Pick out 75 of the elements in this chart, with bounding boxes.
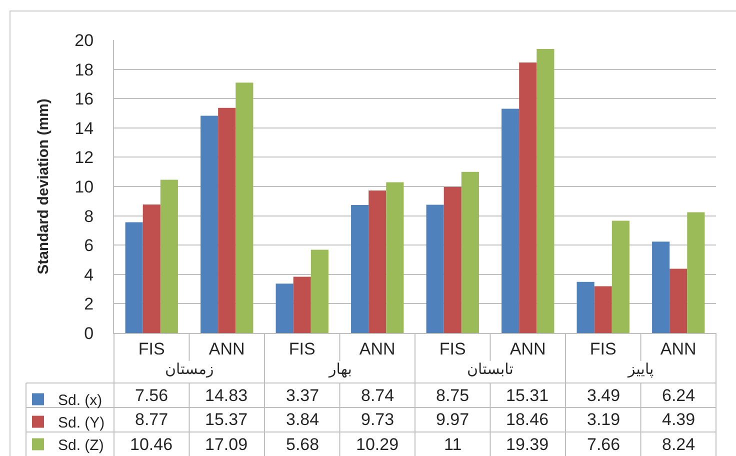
bar <box>276 284 294 333</box>
bar <box>594 286 612 333</box>
data-label: 15.37 <box>205 410 248 429</box>
y-tick-label: 10 <box>74 177 94 196</box>
bar <box>536 48 554 333</box>
bar <box>576 282 594 333</box>
legend-label: Sd. (Y) <box>58 414 105 432</box>
bar <box>218 108 236 333</box>
x-tick-label: FIS <box>288 339 316 358</box>
y-axis-title: Standard deviation (mm) <box>34 98 52 274</box>
data-label: 10.46 <box>130 435 173 454</box>
y-tick-label: 2 <box>84 294 94 314</box>
data-label: 10.29 <box>356 435 399 454</box>
data-label: 18.46 <box>506 410 549 429</box>
data-label: 8.74 <box>361 386 394 405</box>
legend-label: Sd. (Z) <box>58 437 104 454</box>
text: پاییز <box>627 361 654 378</box>
y-tick-label: 8 <box>84 206 94 226</box>
data-label: 8.24 <box>662 435 696 454</box>
data-label: 7.56 <box>135 386 168 405</box>
data-label: 6.24 <box>662 386 696 405</box>
data-label: 9.97 <box>436 410 470 429</box>
bar <box>687 212 705 333</box>
bar <box>125 222 143 333</box>
bar <box>519 62 537 333</box>
data-label: 7.66 <box>587 435 620 454</box>
bar <box>444 186 462 333</box>
data-label: 8.75 <box>436 386 470 405</box>
data-label: 3.84 <box>286 410 320 429</box>
text: زمستان <box>165 361 214 378</box>
bar <box>351 204 369 333</box>
bar <box>160 180 178 333</box>
data-label: 11 <box>444 435 462 454</box>
bar <box>310 250 328 333</box>
bar <box>652 242 670 333</box>
x-tick-label: ANN <box>359 339 396 358</box>
data-label: 3.19 <box>587 410 620 429</box>
text: بهار <box>328 361 352 378</box>
data-label: 19.39 <box>506 435 549 454</box>
bar <box>293 276 311 333</box>
data-label: 4.39 <box>662 410 696 429</box>
data-label: 5.68 <box>286 435 320 454</box>
bar <box>368 190 386 333</box>
data-label: 9.73 <box>361 410 394 429</box>
bar <box>670 268 688 333</box>
text: تابستان <box>467 361 514 378</box>
y-tick-label: 20 <box>74 30 94 50</box>
x-tick-label: ANN <box>660 339 696 358</box>
x-tick-label: ANN <box>510 339 546 358</box>
data-label: 14.83 <box>205 386 248 405</box>
bar <box>461 172 479 333</box>
data-label: 3.37 <box>286 386 320 405</box>
bar <box>200 116 218 333</box>
x-tick-label: ANN <box>208 339 245 358</box>
y-tick-label: 6 <box>84 236 94 256</box>
legend-label: Sd. (x) <box>58 392 102 410</box>
x-tick-label: FIS <box>138 339 165 358</box>
bar <box>502 108 520 333</box>
y-tick-label: 14 <box>74 118 94 138</box>
x-tick-label: FIS <box>439 339 466 358</box>
data-label: 3.49 <box>587 386 620 405</box>
y-tick-label: 18 <box>74 60 94 80</box>
data-label: 8.77 <box>135 410 168 429</box>
y-tick-label: 16 <box>74 90 94 109</box>
bar <box>426 204 444 333</box>
bar <box>142 204 160 333</box>
bar <box>236 82 254 333</box>
x-tick-label: FIS <box>590 339 616 358</box>
bar <box>386 182 404 333</box>
bar <box>612 220 630 333</box>
data-label: 15.31 <box>506 386 549 405</box>
y-tick-label: 0 <box>84 324 94 343</box>
data-label: 17.09 <box>205 435 248 454</box>
y-tick-label: 12 <box>74 148 94 168</box>
y-tick-label: 4 <box>84 265 94 284</box>
